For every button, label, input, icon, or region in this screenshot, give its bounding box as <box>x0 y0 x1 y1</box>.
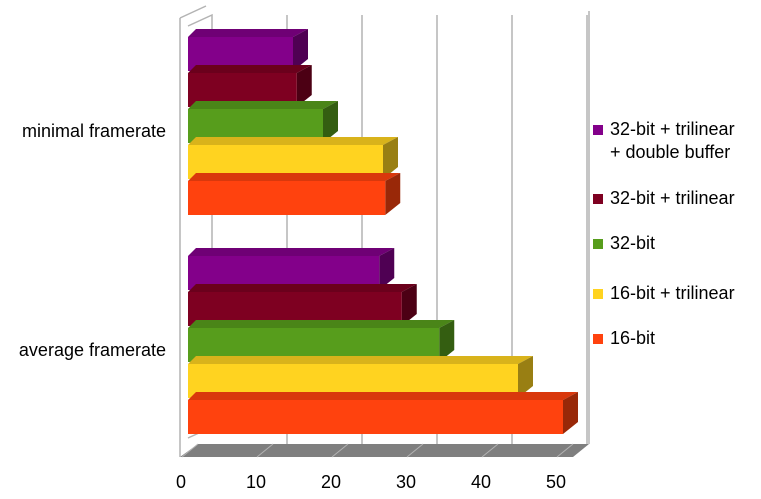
floor-tick-line <box>181 443 199 458</box>
x-tick-label: 40 <box>471 472 491 492</box>
bar-side-face <box>401 284 417 326</box>
bar-front-face <box>188 181 386 215</box>
bar-top-face <box>188 320 455 328</box>
bar <box>188 284 417 326</box>
x-tick-label: 20 <box>321 472 341 492</box>
bar-side-face <box>518 356 533 398</box>
legend-swatch <box>593 289 603 299</box>
floor-outline <box>182 434 592 445</box>
bar <box>188 65 312 107</box>
bar <box>188 29 308 71</box>
floor-tick-line <box>256 443 274 458</box>
bar-top-face <box>188 392 578 400</box>
bar-top-face <box>188 356 533 364</box>
x-axis-ticks: 0 10 20 30 40 50 <box>176 472 566 492</box>
bar-top-face <box>188 65 312 73</box>
bar-top-face <box>188 101 338 109</box>
bar-top-face <box>188 173 401 181</box>
legend-label: 16-bit + trilinear <box>610 283 735 303</box>
legend-label: 32-bit + trilinear <box>610 188 735 208</box>
legend-swatch <box>593 239 603 249</box>
bar-side-face <box>323 101 338 143</box>
category-labels: minimal framerate average framerate <box>19 121 166 360</box>
legend-swatch <box>593 194 603 204</box>
legend-label: 32-bit + trilinear <box>610 119 735 139</box>
bar-front-face <box>188 400 563 434</box>
legend-label: 32-bit <box>610 233 655 253</box>
bar-top-face <box>188 248 395 256</box>
bar-top-face <box>188 137 398 145</box>
bar <box>188 392 578 434</box>
bar-side-face <box>385 173 401 215</box>
bar-side-face <box>383 137 398 179</box>
bar <box>188 137 398 179</box>
legend-label: + double buffer <box>610 142 730 162</box>
bar-top-face <box>188 29 308 37</box>
x-tick-label: 0 <box>176 472 186 492</box>
bar-side-face <box>293 29 308 71</box>
bar-side-face <box>563 392 578 434</box>
floor-tick-line <box>331 443 349 458</box>
bar-side-face <box>379 248 395 290</box>
legend: 32-bit + trilinear + double buffer 32-bit … <box>593 119 735 348</box>
top-wall-line <box>179 5 207 19</box>
floor-tick-line <box>406 443 424 458</box>
x-tick-label: 50 <box>546 472 566 492</box>
category-label: minimal framerate <box>22 121 166 141</box>
floor <box>180 444 589 457</box>
floor-tick-line <box>556 443 574 458</box>
x-tick-label: 10 <box>246 472 266 492</box>
bar <box>188 320 455 362</box>
floor-tick-line <box>481 443 499 458</box>
legend-label: 16-bit <box>610 328 655 348</box>
legend-swatch <box>593 125 603 135</box>
bars <box>188 29 578 434</box>
bar-side-face <box>296 65 312 107</box>
bar <box>188 101 338 143</box>
x-tick-label: 30 <box>396 472 416 492</box>
bar <box>188 173 401 215</box>
bar <box>188 356 533 398</box>
category-label: average framerate <box>19 340 166 360</box>
bar-side-face <box>439 320 455 362</box>
bar <box>188 248 395 290</box>
bar-top-face <box>188 284 417 292</box>
legend-swatch <box>593 334 603 344</box>
